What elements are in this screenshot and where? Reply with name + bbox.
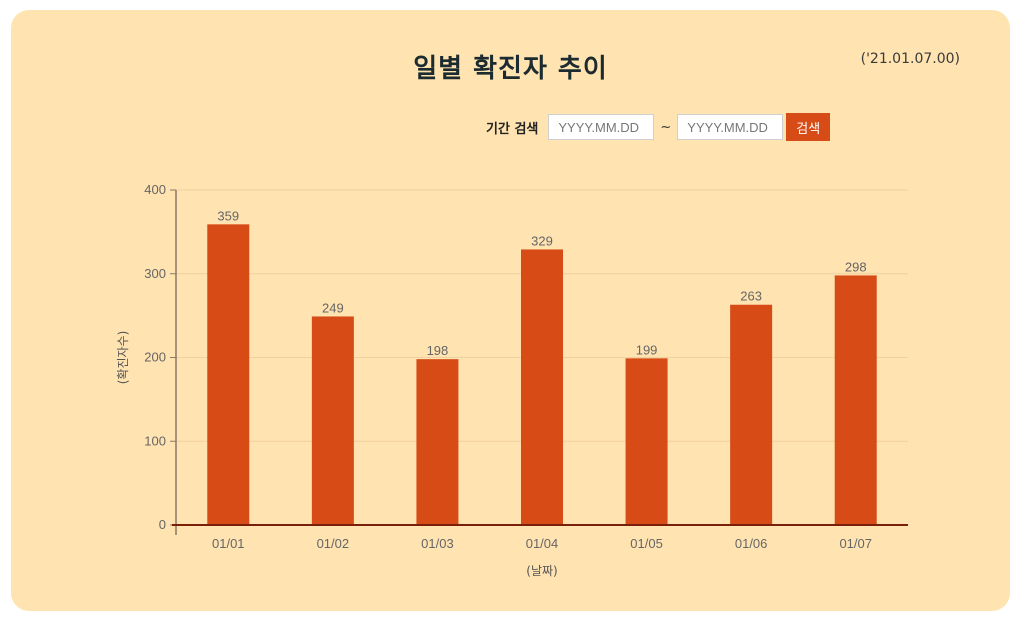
- y-tick-label: 300: [144, 266, 166, 281]
- bar: [834, 275, 877, 525]
- x-tick-label: 01/05: [630, 536, 663, 551]
- bar-value-label: 298: [845, 259, 867, 274]
- bar-value-label: 263: [740, 289, 762, 304]
- bar: [207, 224, 250, 525]
- period-search: 기간 검색 ~ 검색: [486, 113, 831, 141]
- bar: [625, 358, 668, 525]
- bar-value-label: 329: [531, 233, 553, 248]
- search-button[interactable]: 검색: [786, 113, 831, 141]
- bar: [521, 249, 563, 525]
- bar: [311, 316, 354, 525]
- x-tick-label: 01/07: [839, 536, 872, 551]
- y-tick-label: 100: [144, 433, 166, 448]
- start-date-input[interactable]: [548, 114, 655, 140]
- page-title: 일별 확진자 추이: [413, 54, 608, 84]
- x-tick-label: 01/04: [526, 536, 559, 551]
- period-search-label: 기간 검색: [486, 121, 539, 137]
- x-tick-label: 01/06: [735, 536, 768, 551]
- as-of-timestamp: ('21.01.07.00): [860, 51, 960, 67]
- x-tick-label: 01/02: [317, 536, 350, 551]
- y-tick-label: 200: [144, 350, 166, 365]
- labels: 0 100 200 300 400 359 01/01 249 01/02 198 01/03 329…: [144, 182, 872, 551]
- x-axis-title: (날짜): [526, 564, 557, 578]
- y-axis-title: (확진자수): [116, 331, 130, 385]
- x-tick-label: 01/03: [421, 536, 454, 551]
- axes: [170, 189, 908, 535]
- bars: [207, 224, 877, 525]
- bar-value-label: 199: [636, 342, 658, 357]
- bar-value-label: 359: [217, 208, 239, 223]
- end-date-input[interactable]: [677, 114, 784, 140]
- bar-value-label: 198: [427, 343, 449, 358]
- y-tick-label: 400: [144, 182, 166, 197]
- bar-value-label: 249: [322, 300, 344, 315]
- date-range-separator: ~: [660, 119, 672, 135]
- bar: [416, 359, 459, 525]
- y-tick-label: 0: [159, 517, 166, 532]
- x-tick-label: 01/01: [212, 536, 245, 551]
- bar: [730, 304, 773, 525]
